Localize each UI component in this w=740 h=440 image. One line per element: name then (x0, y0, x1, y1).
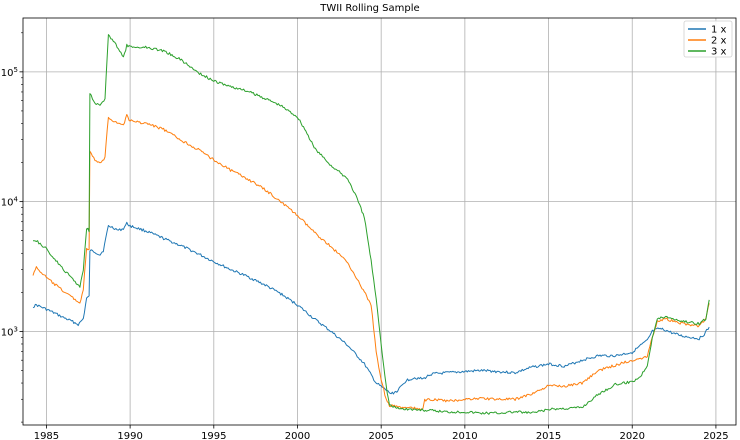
y-tick-label: 103 (1, 325, 18, 338)
legend-label: 2 x (711, 36, 727, 47)
chart-title: TWII Rolling Sample (319, 3, 419, 14)
x-axis: 1985 1990 1995 2000 2005 2010 2015 2020 2025 (34, 425, 729, 440)
grid (23, 18, 736, 425)
x-tick-label: 2005 (368, 431, 393, 440)
y-axis: 103 104 105 (1, 32, 23, 423)
x-tick-label: 2015 (536, 431, 561, 440)
x-tick-label: 1995 (201, 431, 226, 440)
x-tick-label: 2000 (285, 431, 310, 440)
x-tick-label: 1985 (34, 431, 59, 440)
legend-box (683, 20, 733, 58)
x-tick-label: 2025 (703, 431, 728, 440)
x-tick-label: 1990 (117, 431, 142, 440)
legend-label: 1 x (711, 25, 727, 36)
legend: 1 x2 x3 x (683, 20, 733, 58)
series-layer (32, 34, 710, 415)
series-line (32, 114, 710, 411)
x-tick-label: 2010 (452, 431, 477, 440)
series-line (33, 34, 710, 415)
series-line (32, 221, 710, 395)
y-tick-label: 105 (1, 66, 18, 79)
y-tick-label: 104 (1, 196, 19, 209)
legend-label: 3 x (711, 47, 727, 58)
x-tick-label: 2020 (620, 431, 645, 440)
